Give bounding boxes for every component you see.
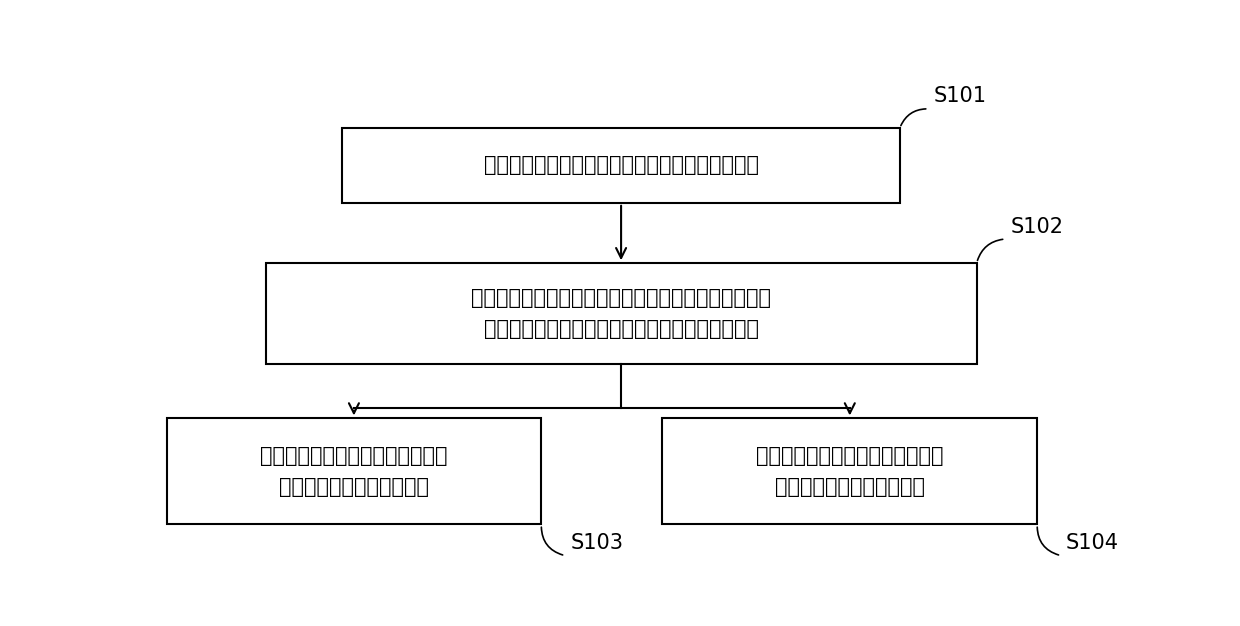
Text: 触发机组继续保持待机状态: 触发机组继续保持待机状态 [279,477,429,497]
Text: 根据运行参数判断水系统是否处于负荷过小状态；以及: 根据运行参数判断水系统是否处于负荷过小状态；以及 [471,288,771,308]
Text: 在机组待机状态下，监测机组的水系统的运行参数: 在机组待机状态下，监测机组的水系统的运行参数 [484,155,759,175]
Text: S102: S102 [1011,217,1063,237]
Text: S103: S103 [570,533,624,553]
Bar [342,128,900,203]
Bar [662,418,1037,525]
Text: 如果水系统处于负荷过小状态，则: 如果水系统处于负荷过小状态，则 [260,446,448,466]
Text: ，根据运行参数判断水系统是否处于负荷增加状态: ，根据运行参数判断水系统是否处于负荷增加状态 [484,319,759,339]
Bar [265,263,977,364]
Bar [166,418,542,525]
Text: S104: S104 [1066,533,1118,553]
Text: 如果水系统处于负荷增加状态，则: 如果水系统处于负荷增加状态，则 [756,446,944,466]
Text: 触发机组进入准备开机状态: 触发机组进入准备开机状态 [775,477,925,497]
Text: S101: S101 [934,86,986,106]
